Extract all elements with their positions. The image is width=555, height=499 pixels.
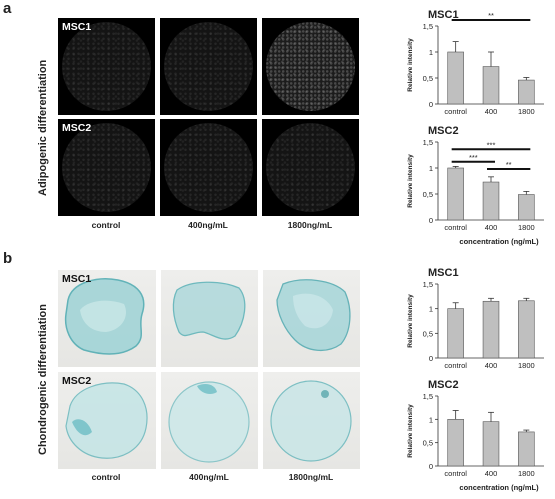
x-axis-label: concentration (ng/mL) [459, 237, 539, 246]
chart-svg: MSC2 Relative intensity 0 0,5 1 1,5 control 400… [407, 125, 544, 246]
significance-label: *** [487, 140, 496, 149]
caption-400: 400ng/mL [188, 220, 228, 230]
bar [482, 421, 500, 467]
image-adipo-msc2-1800 [262, 119, 359, 216]
x-tick-label: 400 [485, 361, 498, 370]
bar [482, 181, 500, 221]
y-tick-label: 0,5 [423, 74, 433, 83]
y-tick-label: 1 [429, 305, 433, 314]
x-tick-label: 400 [485, 223, 498, 232]
bar [518, 431, 535, 467]
bar [447, 419, 464, 467]
image-chondro-msc2-1800 [263, 372, 360, 469]
image-chondro-msc2-control: MSC2 [58, 372, 156, 469]
bar [518, 79, 535, 105]
y-tick-label: 0 [429, 216, 433, 225]
x-tick-label: 1800 [518, 107, 535, 116]
x-tick-label: control [444, 223, 467, 232]
bar [447, 51, 464, 105]
significance-label: ** [488, 11, 494, 20]
image-chondro-msc1-400 [161, 270, 258, 367]
y-tick-label: 1,5 [423, 392, 433, 401]
bar [447, 167, 464, 221]
bar [518, 300, 535, 359]
x-axis-label: concentration (ng/mL) [459, 483, 539, 492]
chart-adipo-msc2: MSC2 Relative intensity 0 0,5 1 1,5 control 400… [400, 120, 550, 248]
image-adipo-msc1-control: MSC1 [58, 18, 155, 115]
y-tick-label: 1 [429, 415, 433, 424]
x-tick-label: control [444, 361, 467, 370]
image-adipo-msc2-control: MSC2 [58, 119, 155, 216]
row-label-msc2-b: MSC2 [62, 375, 92, 387]
x-tick-label: 1800 [518, 223, 535, 232]
caption-1800-b: 1800ng/mL [288, 472, 334, 482]
chart-chondro-msc2: MSC2 Relative intensity 0 0,5 1 1,5 control 400… [400, 374, 550, 494]
y-tick-label: 0 [429, 354, 433, 363]
chart-title: MSC1 [428, 9, 459, 21]
image-adipo-msc1-400 [160, 18, 257, 115]
chart-adipo-msc1: MSC1 Relative intensity 0 0,5 1 1,5 control 400… [400, 4, 550, 120]
caption-400-b: 400ng/mL [189, 472, 229, 482]
y-axis-label: Relative intensity [407, 154, 414, 208]
y-tick-label: 0 [429, 100, 433, 109]
y-tick-label: 1,5 [423, 22, 433, 31]
y-tick-label: 1 [429, 164, 433, 173]
x-tick-label: control [444, 469, 467, 478]
y-tick-label: 0,5 [423, 190, 433, 199]
row-label-msc1-b: MSC1 [62, 273, 92, 285]
side-label-adipogenic: Adipogenic differentiation [37, 59, 49, 196]
chart-chondro-msc1: MSC1 Relative intensity 0 0,5 1 1,5 control 400… [400, 262, 550, 374]
y-tick-label: 0 [429, 462, 433, 471]
significance-label: *** [469, 153, 478, 162]
chart-title: MSC1 [428, 267, 459, 279]
x-tick-label: 400 [485, 469, 498, 478]
row-label-msc2: MSC2 [62, 122, 92, 134]
x-tick-label: 1800 [518, 361, 535, 370]
bar [447, 308, 464, 359]
chart-title: MSC2 [428, 379, 459, 391]
caption-control: control [91, 220, 121, 230]
y-tick-label: 1 [429, 48, 433, 57]
panel-letter-a: a [3, 0, 12, 17]
bar [482, 66, 500, 105]
image-chondro-msc2-400 [161, 372, 258, 469]
chart-svg: MSC1 Relative intensity 0 0,5 1 1,5 control 400… [407, 9, 544, 116]
side-label-chondrogenic: Chondrogenic differentiation [37, 304, 49, 455]
bar [482, 300, 500, 359]
y-tick-label: 1,5 [423, 138, 433, 147]
y-tick-label: 0,5 [423, 439, 433, 448]
y-axis-label: Relative intensity [407, 404, 414, 458]
image-chondro-msc1-control: MSC1 [58, 270, 156, 367]
y-tick-label: 1,5 [423, 280, 433, 289]
x-tick-label: 400 [485, 107, 498, 116]
y-tick-label: 0,5 [423, 329, 433, 338]
image-chondro-msc1-1800 [263, 270, 360, 367]
row-label-msc1: MSC1 [62, 21, 92, 33]
image-adipo-msc1-1800 [262, 18, 359, 115]
caption-control-b: control [91, 472, 121, 482]
significance-label: ** [506, 160, 512, 169]
y-axis-label: Relative intensity [407, 294, 414, 348]
chart-svg: MSC2 Relative intensity 0 0,5 1 1,5 control 400… [407, 379, 544, 492]
caption-1800: 1800ng/mL [287, 220, 333, 230]
x-tick-label: 1800 [518, 469, 535, 478]
chart-svg: MSC1 Relative intensity 0 0,5 1 1,5 control 400… [407, 267, 544, 370]
bar [518, 194, 535, 221]
y-axis-label: Relative intensity [407, 38, 414, 92]
x-tick-label: control [444, 107, 467, 116]
chart-title: MSC2 [428, 125, 459, 137]
panel-letter-b: b [3, 250, 13, 267]
image-adipo-msc2-400 [160, 119, 257, 216]
